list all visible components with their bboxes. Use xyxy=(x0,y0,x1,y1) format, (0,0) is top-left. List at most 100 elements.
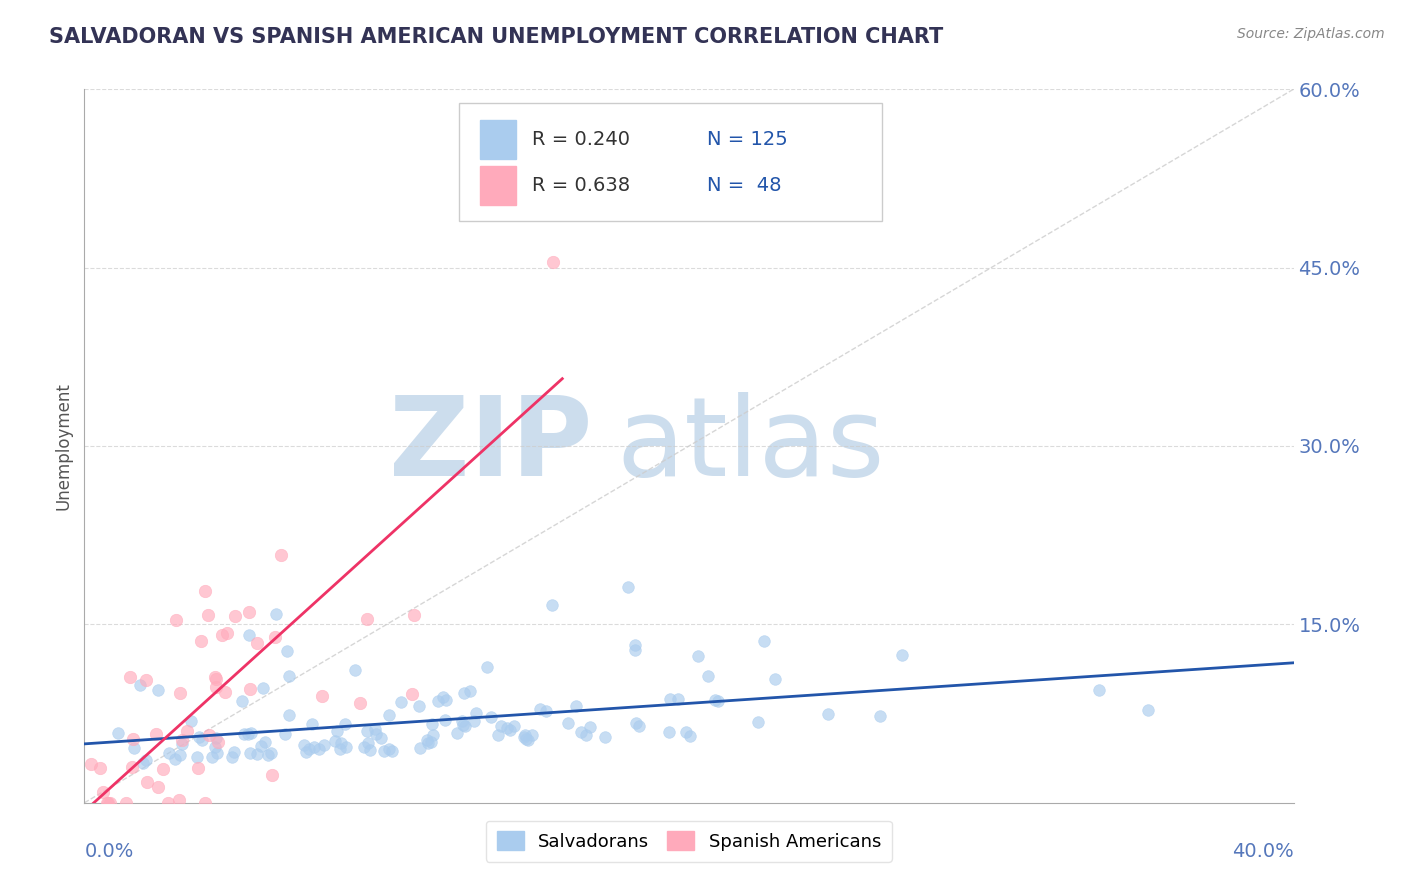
Point xyxy=(249,739,271,754)
Point xyxy=(260,768,283,782)
Point xyxy=(194,796,217,810)
FancyBboxPatch shape xyxy=(460,103,883,221)
Point xyxy=(211,628,233,642)
Text: R = 0.240: R = 0.240 xyxy=(531,129,630,149)
Point xyxy=(276,643,298,657)
Point xyxy=(422,728,444,742)
Point xyxy=(201,749,224,764)
Point xyxy=(232,726,254,740)
Point xyxy=(170,733,193,747)
Point xyxy=(180,714,202,729)
Point xyxy=(145,727,167,741)
Point xyxy=(666,691,689,706)
Point xyxy=(356,612,378,626)
Text: ZIP: ZIP xyxy=(389,392,592,500)
Point xyxy=(380,744,402,758)
Point xyxy=(146,682,169,697)
Point xyxy=(91,785,114,799)
Point xyxy=(763,672,786,686)
Point xyxy=(128,678,150,692)
Point xyxy=(378,742,401,756)
Point xyxy=(754,633,776,648)
Point xyxy=(747,715,769,730)
Point xyxy=(169,793,191,807)
Point xyxy=(513,731,536,745)
Point xyxy=(278,669,301,683)
Point xyxy=(304,740,326,755)
Point xyxy=(205,672,228,686)
Point xyxy=(434,693,457,707)
Text: SALVADORAN VS SPANISH AMERICAN UNEMPLOYMENT CORRELATION CHART: SALVADORAN VS SPANISH AMERICAN UNEMPLOYM… xyxy=(49,27,943,46)
Point xyxy=(624,716,647,731)
Point xyxy=(420,716,443,731)
Point xyxy=(231,694,253,708)
Point xyxy=(236,727,259,741)
Point xyxy=(292,738,315,752)
Point xyxy=(194,583,217,598)
Y-axis label: Unemployment: Unemployment xyxy=(55,382,73,510)
Point xyxy=(238,746,260,760)
Point xyxy=(557,716,579,731)
Point xyxy=(259,746,281,760)
Point xyxy=(238,605,260,619)
Point xyxy=(238,627,260,641)
Point xyxy=(624,642,647,657)
Point xyxy=(246,747,269,761)
Point xyxy=(451,714,474,728)
Point xyxy=(486,728,509,742)
Point xyxy=(704,693,727,707)
Point xyxy=(157,747,180,761)
Point xyxy=(207,735,229,749)
Point xyxy=(335,717,357,731)
Point xyxy=(349,697,371,711)
Text: Source: ZipAtlas.com: Source: ZipAtlas.com xyxy=(1237,27,1385,41)
Point xyxy=(165,614,187,628)
Text: N =  48: N = 48 xyxy=(707,176,782,195)
Point xyxy=(593,730,616,744)
Point xyxy=(169,686,191,700)
Text: 40.0%: 40.0% xyxy=(1232,842,1294,861)
Point xyxy=(330,735,353,749)
Point xyxy=(204,739,226,754)
Text: atlas: atlas xyxy=(616,392,884,500)
Point xyxy=(499,723,522,737)
Point xyxy=(270,548,292,562)
Point xyxy=(415,732,437,747)
Point xyxy=(274,727,297,741)
Point xyxy=(356,736,378,750)
Point xyxy=(513,728,536,742)
Point xyxy=(419,734,441,748)
Point xyxy=(541,189,564,203)
Point xyxy=(451,718,474,732)
Point xyxy=(135,673,157,687)
Point xyxy=(706,694,728,708)
Point xyxy=(343,663,366,677)
Point xyxy=(408,699,430,714)
Point xyxy=(214,685,236,699)
Point xyxy=(257,748,280,763)
Point xyxy=(264,630,287,644)
Point xyxy=(356,724,378,739)
Point xyxy=(541,254,564,268)
Bar xyxy=(479,166,516,205)
Point xyxy=(378,708,401,723)
Point xyxy=(239,682,262,697)
Point xyxy=(152,762,174,776)
Text: 0.0%: 0.0% xyxy=(84,842,134,861)
Point xyxy=(89,761,111,775)
Point xyxy=(146,780,169,795)
Point xyxy=(370,731,392,746)
Point xyxy=(869,709,891,723)
Point xyxy=(298,742,321,756)
Point xyxy=(187,760,209,774)
Point xyxy=(132,756,155,770)
Point xyxy=(520,728,543,742)
Point xyxy=(264,607,287,621)
Point xyxy=(221,750,243,764)
Point xyxy=(326,723,349,738)
Point xyxy=(188,730,211,744)
Point xyxy=(246,636,269,650)
Point xyxy=(135,753,157,767)
Point xyxy=(516,732,538,747)
Point xyxy=(217,626,239,640)
